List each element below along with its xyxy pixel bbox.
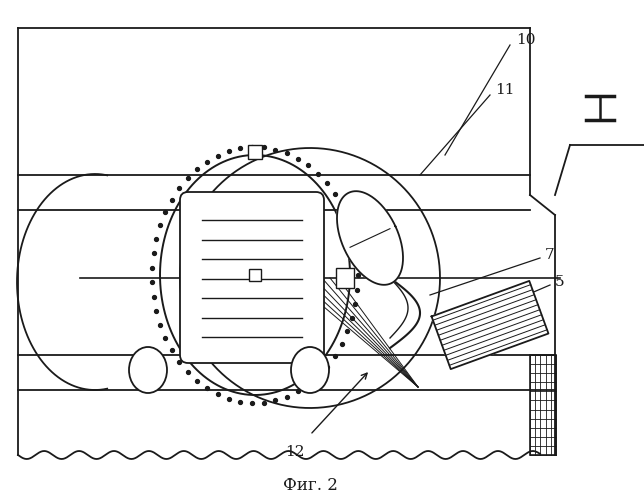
Bar [336, 268, 354, 288]
Text: 12: 12 [285, 445, 305, 459]
FancyBboxPatch shape [180, 192, 324, 363]
Text: Фиг. 2: Фиг. 2 [283, 476, 337, 494]
Bar [530, 355, 556, 455]
Text: 7: 7 [545, 248, 554, 262]
Text: 5: 5 [555, 275, 565, 289]
Bar [249, 269, 261, 281]
Ellipse shape [129, 347, 167, 393]
Polygon shape [337, 191, 403, 285]
Text: 11: 11 [495, 83, 515, 97]
Polygon shape [431, 281, 549, 369]
Text: 10: 10 [516, 33, 536, 47]
Ellipse shape [291, 347, 329, 393]
Bar [248, 145, 262, 159]
